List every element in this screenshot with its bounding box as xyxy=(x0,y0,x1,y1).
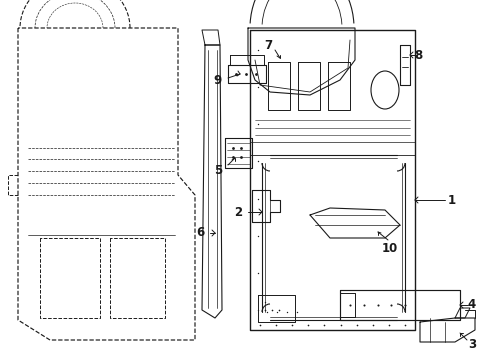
Text: 1: 1 xyxy=(447,194,455,207)
Text: 3: 3 xyxy=(467,338,475,351)
Text: 4: 4 xyxy=(467,298,475,311)
Text: 7: 7 xyxy=(264,39,271,51)
Text: 2: 2 xyxy=(233,206,242,219)
Text: 9: 9 xyxy=(213,73,222,86)
Text: 8: 8 xyxy=(413,49,421,62)
Text: 10: 10 xyxy=(381,242,397,255)
Text: 6: 6 xyxy=(196,226,203,239)
Text: 5: 5 xyxy=(213,163,222,176)
